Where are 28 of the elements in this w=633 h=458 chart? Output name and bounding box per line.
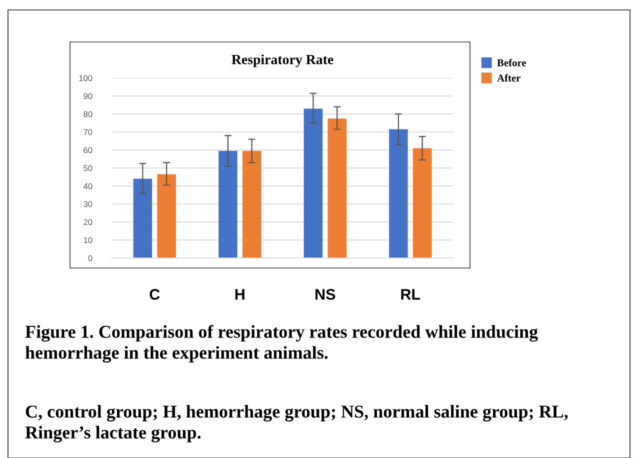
bar — [242, 150, 262, 258]
x-tick-label: C — [150, 288, 160, 300]
y-tick-label: 40 — [83, 183, 92, 190]
bar — [412, 148, 432, 258]
y-tick-label: 50 — [84, 165, 92, 172]
bar — [304, 108, 323, 258]
y-tick-label: 70 — [84, 129, 92, 136]
bar — [328, 118, 346, 258]
y-tick-label: 20 — [84, 219, 92, 226]
caption: Figure 1. Comparison of respiratory rates recorded while inducing hemorrhage in the experiment animals. — [25, 325, 538, 363]
y-tick-label: 10 — [84, 237, 92, 244]
bar — [218, 150, 238, 258]
y-tick-label: 90 — [84, 93, 92, 100]
text: C, control group; H, hemorrhage group; NS, normal saline group; RL, Ringer’s lactate group. — [25, 405, 568, 442]
bar — [157, 174, 176, 258]
y-tick-label: 60 — [84, 147, 92, 154]
y-tick-label: 100 — [79, 75, 92, 82]
bar — [389, 129, 408, 258]
y-tick-label: 80 — [84, 111, 92, 118]
legend-label: After — [497, 74, 520, 82]
legend-label: Before — [497, 58, 526, 66]
x-tick-label: H — [235, 289, 244, 300]
y-tick-label: 0 — [88, 255, 92, 262]
y-tick-label: 30 — [84, 201, 92, 208]
chart-title: Respiratory Rate — [232, 54, 334, 68]
x-tick-label: RL — [401, 289, 420, 300]
x-tick-label: NS — [316, 288, 336, 300]
bar — [133, 178, 152, 258]
